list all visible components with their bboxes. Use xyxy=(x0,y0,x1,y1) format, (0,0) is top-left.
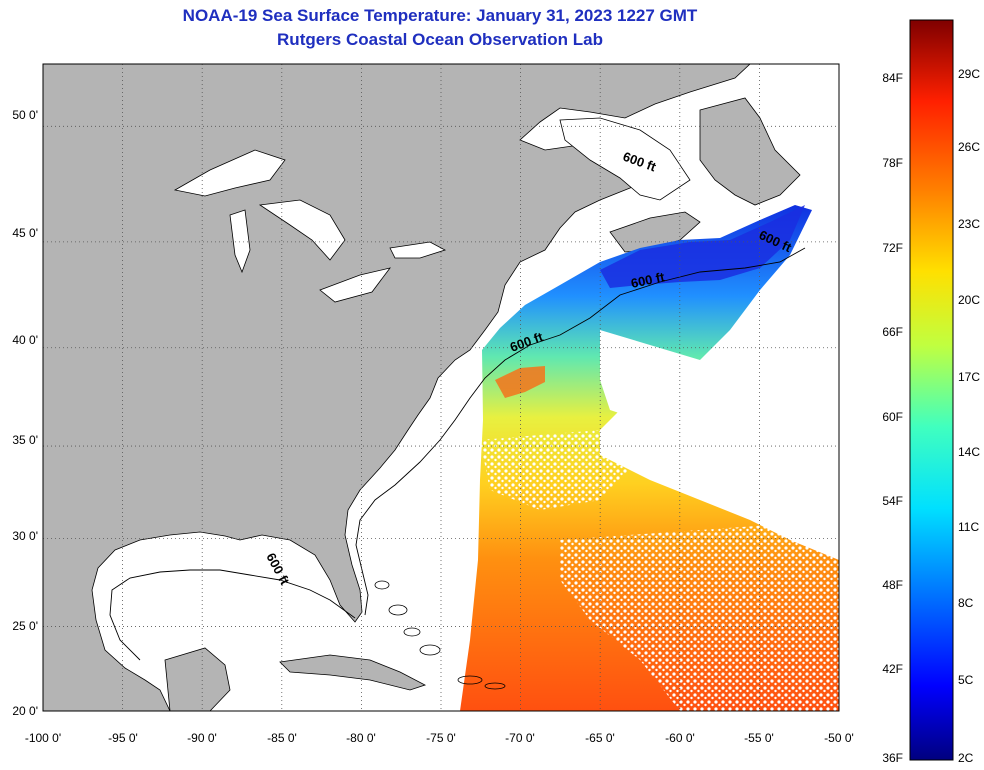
lon-tick-label: -85 0' xyxy=(267,731,297,745)
colorbar-f-label: 72F xyxy=(882,241,903,255)
colorbar-c-label: 26C xyxy=(958,140,980,154)
st-lawrence-gulf xyxy=(559,117,691,201)
colorbar-f-label: 54F xyxy=(882,494,903,508)
colorbar-c-label: 29C xyxy=(958,67,980,81)
lat-tick-label: 30 0' xyxy=(12,529,38,543)
colorbar-celsius-labels: 29C 26C 23C 20C 17C 14C 11C 8C 5C 2C xyxy=(958,67,980,765)
land-north-america xyxy=(43,64,751,711)
lon-tick-label: -100 0' xyxy=(25,731,61,745)
lat-tick-label: 25 0' xyxy=(12,619,38,633)
map-frame xyxy=(42,63,840,712)
colorbar-f-label: 66F xyxy=(882,325,903,339)
colorbar-f-label: 78F xyxy=(882,156,903,170)
latitude-axis: 50 0' 45 0' 40 0' 35 0' 30 0' 25 0' 20 0… xyxy=(12,108,38,718)
lon-tick-label: -75 0' xyxy=(426,731,456,745)
colorbar-f-label: 36F xyxy=(882,751,903,765)
colorbar-c-label: 23C xyxy=(958,217,980,231)
lon-tick-label: -65 0' xyxy=(585,731,615,745)
bahamas-islands xyxy=(374,580,506,690)
lon-tick-label: -95 0' xyxy=(108,731,138,745)
lon-tick-label: -55 0' xyxy=(744,731,774,745)
cloud-speckle xyxy=(560,520,839,711)
colorbar-f-label: 84F xyxy=(882,71,903,85)
cloud-cover xyxy=(600,330,839,520)
map-title: NOAA-19 Sea Surface Temperature: January… xyxy=(182,6,698,25)
lon-tick-label: -50 0' xyxy=(824,731,854,745)
great-lakes xyxy=(173,149,447,303)
land-cuba xyxy=(279,654,427,691)
land-yucatan xyxy=(164,647,231,711)
lon-tick-label: -70 0' xyxy=(505,731,535,745)
colorbar-f-label: 48F xyxy=(882,578,903,592)
land-nova-scotia xyxy=(609,211,701,253)
colorbar-c-label: 14C xyxy=(958,445,980,459)
colorbar-c-label: 20C xyxy=(958,293,980,307)
contour-label: 600 ft xyxy=(630,269,667,291)
longitude-axis: -100 0' -95 0' -90 0' -85 0' -80 0' -75 … xyxy=(25,731,854,745)
land-newfoundland xyxy=(699,97,801,206)
colorbar-fahrenheit-labels: 84F 78F 72F 66F 60F 54F 48F 42F 36F xyxy=(882,71,903,765)
lon-tick-label: -90 0' xyxy=(187,731,217,745)
lon-tick-label: -60 0' xyxy=(665,731,695,745)
lat-tick-label: 35 0' xyxy=(12,433,38,447)
cloud-band-south xyxy=(480,430,640,510)
colorbar-c-label: 17C xyxy=(958,370,980,384)
lat-tick-label: 20 0' xyxy=(12,704,38,718)
lat-tick-label: 40 0' xyxy=(12,333,38,347)
colorbar-f-label: 60F xyxy=(882,410,903,424)
lat-tick-label: 45 0' xyxy=(12,226,38,240)
sst-cold-region xyxy=(600,205,805,288)
colorbar-f-label: 42F xyxy=(882,662,903,676)
colorbar-c-label: 2C xyxy=(958,751,974,765)
map-subtitle: Rutgers Coastal Ocean Observation Lab xyxy=(277,30,603,49)
colorbar xyxy=(909,19,954,761)
sst-warm-eddy xyxy=(495,366,545,398)
colorbar-c-label: 5C xyxy=(958,673,974,687)
colorbar-c-label: 11C xyxy=(958,520,979,534)
colorbar-c-label: 8C xyxy=(958,596,974,610)
lat-tick-label: 50 0' xyxy=(12,108,38,122)
lon-tick-label: -80 0' xyxy=(346,731,376,745)
